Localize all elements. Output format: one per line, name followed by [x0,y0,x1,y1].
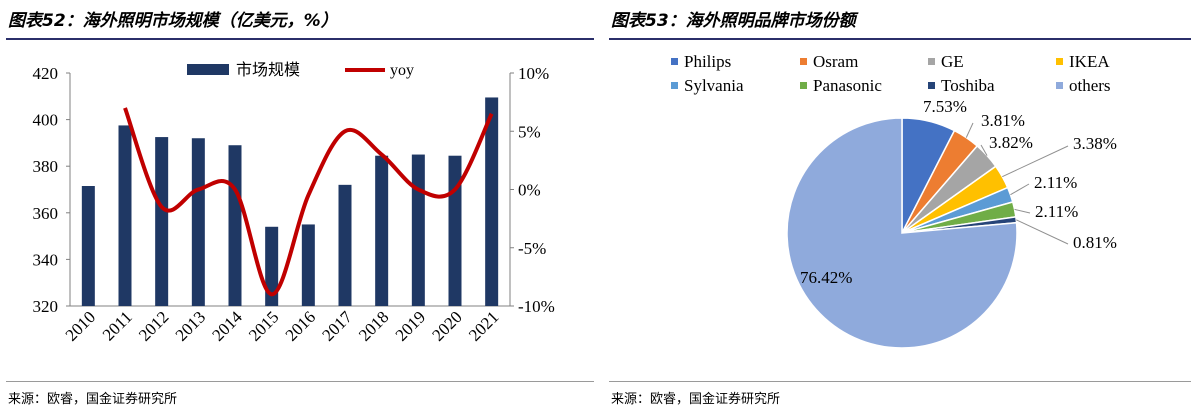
market-size-title: 图表52：海外照明市场规模（亿美元，%） [8,11,338,31]
leader-line [1016,219,1069,245]
bar-2014 [228,145,242,306]
legend-item: Osram [800,52,858,71]
footer-rule [6,381,594,382]
y-tick-label: 360 [33,204,59,223]
legend-swatch-others [1056,82,1063,89]
legend-swatch-philips [671,58,678,65]
slice-value-label: 76.42% [800,268,852,287]
legend-item: Toshiba [928,76,995,95]
slice-value-label: 3.38% [1073,134,1117,153]
slice-others [786,117,1018,349]
legend-label: Toshiba [941,76,995,95]
legend-swatch-bar [187,64,229,75]
legend-item: Philips [671,52,731,71]
y2-tick-label: -5% [518,239,546,258]
brand-share-title: 图表53：海外照明品牌市场份额 [611,11,856,31]
title-rule [609,38,1191,40]
bar-2011 [118,125,132,306]
y-tick-label: 400 [33,111,59,130]
y2-tick-label: 0% [518,181,541,200]
y-tick-label: 320 [33,297,59,316]
y2-tick-label: 10% [518,64,549,83]
legend-swatch-toshiba [928,82,935,89]
bar-2020 [448,155,462,306]
legend-label-line: yoy [390,62,414,79]
chart-legend: 市场规模 yoy [187,61,414,79]
slice-value-label: 2.11% [1035,202,1078,221]
y-tick-label: 340 [33,250,59,269]
x-tick-label: 2014 [208,307,246,345]
yoy-line [123,107,494,297]
market-size-chart: 320 340 360 380 400 420 -10% -5% 0% 5% 10% 2010 2011… [33,61,555,345]
legend-label: Panasonic [813,76,882,95]
bar-2017 [338,184,352,306]
legend-item: Panasonic [800,76,882,95]
x-tick-label: 2018 [355,307,392,344]
slice-value-label: 2.11% [1034,173,1077,192]
bar-2016 [301,224,315,306]
leader-line [1014,208,1031,214]
x-tick-label: 2015 [245,307,282,344]
x-tick-label: 2010 [62,307,99,344]
legend-swatch-panasonic [800,82,807,89]
legend-label: Sylvania [684,76,744,95]
brand-share-panel: 图表53：海外照明品牌市场份额 Philips Osram GE IKEA Sylvan… [603,0,1197,412]
legend-swatch-ge [928,58,935,65]
x-tick-label: 2017 [318,307,356,345]
slice-value-label: 3.81% [981,111,1025,130]
y-tick-label: 380 [33,157,59,176]
legend-item: GE [928,52,964,71]
footer-rule [609,381,1191,382]
x-tick-label: 2013 [172,307,209,344]
leader-line [980,144,988,156]
title-rule [6,38,594,40]
legend-label-bar: 市场规模 [236,61,300,79]
brand-share-source: 来源：欧睿，国金证券研究所 [611,392,781,407]
leader-line [1002,145,1069,178]
legend-item: others [1056,76,1111,95]
legend-swatch-osram [800,58,807,65]
legend-label: Philips [684,52,731,71]
y2-tick-label: 5% [518,122,541,141]
brand-share-chart: Philips Osram GE IKEA Sylvania Panasonic Toshi… [671,52,1117,349]
bar-2012 [155,137,169,306]
x-tick-label: 2019 [392,307,429,344]
x-tick-label: 2021 [465,307,502,344]
legend-item: IKEA [1056,52,1110,71]
x-tick-label: 2020 [428,307,465,344]
market-size-source: 来源：欧睿，国金证券研究所 [8,392,178,407]
bar-2015 [265,226,279,306]
y-tick-label: 420 [33,64,59,83]
slice-value-label: 3.82% [989,133,1033,152]
leader-line [965,122,974,138]
legend-label: IKEA [1069,52,1110,71]
legend-label: GE [941,52,964,71]
bar-2010 [81,186,95,306]
bar-2021 [485,97,499,306]
slice-value-label: 0.81% [1073,233,1117,252]
legend-swatch-ikea [1056,58,1063,65]
legend-label: others [1069,76,1111,95]
x-tick-label: 2012 [135,307,172,344]
legend-label: Osram [813,52,858,71]
bar-2019 [411,154,425,306]
bar-2018 [375,155,389,306]
slice-value-label: 7.53% [923,97,967,116]
market-size-panel: 图表52：海外照明市场规模（亿美元，%） 320 340 360 380 400 420 -… [6,11,594,407]
leader-line [1010,183,1030,196]
x-tick-label: 2016 [282,307,319,344]
x-tick-label: 2011 [99,307,136,344]
y2-tick-label: -10% [518,297,555,316]
legend-item: Sylvania [671,76,744,95]
bar-2013 [191,138,205,306]
legend-swatch-sylvania [671,82,678,89]
